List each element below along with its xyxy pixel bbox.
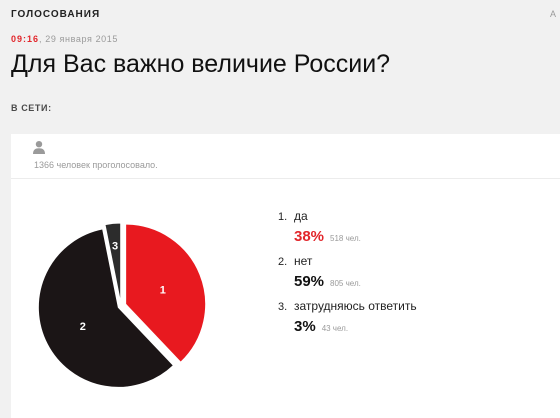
- result-label: да: [294, 209, 308, 223]
- result-item-no[interactable]: 2. нет 59% 805 чел.: [278, 251, 548, 296]
- online-label: В СЕТИ:: [11, 103, 52, 113]
- result-percent: 3%: [294, 318, 316, 335]
- publish-meta: 09:16, 29 января 2015: [11, 34, 118, 44]
- result-label: нет: [294, 254, 313, 268]
- result-label: затрудняюсь ответить: [294, 299, 417, 313]
- votes-count: 1366 человек проголосовало.: [34, 160, 158, 170]
- poll-card-header: 1366 человек проголосовало.: [11, 134, 560, 179]
- result-count: 518 чел.: [330, 234, 361, 243]
- section-label[interactable]: ГОЛОСОВАНИЯ: [11, 9, 101, 20]
- publish-time: 09:16: [11, 34, 40, 44]
- pie-chart: 1 2 3: [37, 222, 207, 388]
- result-item-yes[interactable]: 1. да 38% 518 чел.: [278, 206, 548, 251]
- result-number: 1.: [278, 211, 288, 223]
- result-count: 43 чел.: [321, 324, 349, 333]
- result-item-unsure[interactable]: 3. затрудняюсь ответить 3% 43 чел.: [278, 296, 548, 341]
- result-percent: 59%: [294, 273, 325, 290]
- pie-slice-yes: [125, 223, 207, 363]
- poll-card: 1366 человек проголосовало. 1 2 3 1. да 38%…: [11, 134, 560, 418]
- result-number: 3.: [278, 301, 288, 313]
- result-count: 805 чел.: [330, 279, 361, 288]
- poll-results: 1. да 38% 518 чел. 2. нет 59% 805 чел. 3. зат…: [278, 206, 548, 341]
- pie-slice-label: 3: [112, 241, 118, 253]
- result-percent: 38%: [294, 228, 325, 245]
- pie-slice-no: [37, 228, 175, 388]
- pie-slice-unsure: [104, 222, 122, 304]
- result-number: 2.: [278, 256, 288, 268]
- user-icon: [32, 140, 46, 159]
- corner-letter: А: [549, 9, 556, 19]
- page-title: Для Вас важно величие России?: [11, 50, 391, 78]
- pie-slice-label: 2: [80, 321, 86, 333]
- meta-separator: ,: [39, 34, 43, 44]
- publish-date: 29 января 2015: [45, 34, 118, 44]
- pie-slice-label: 1: [160, 284, 166, 296]
